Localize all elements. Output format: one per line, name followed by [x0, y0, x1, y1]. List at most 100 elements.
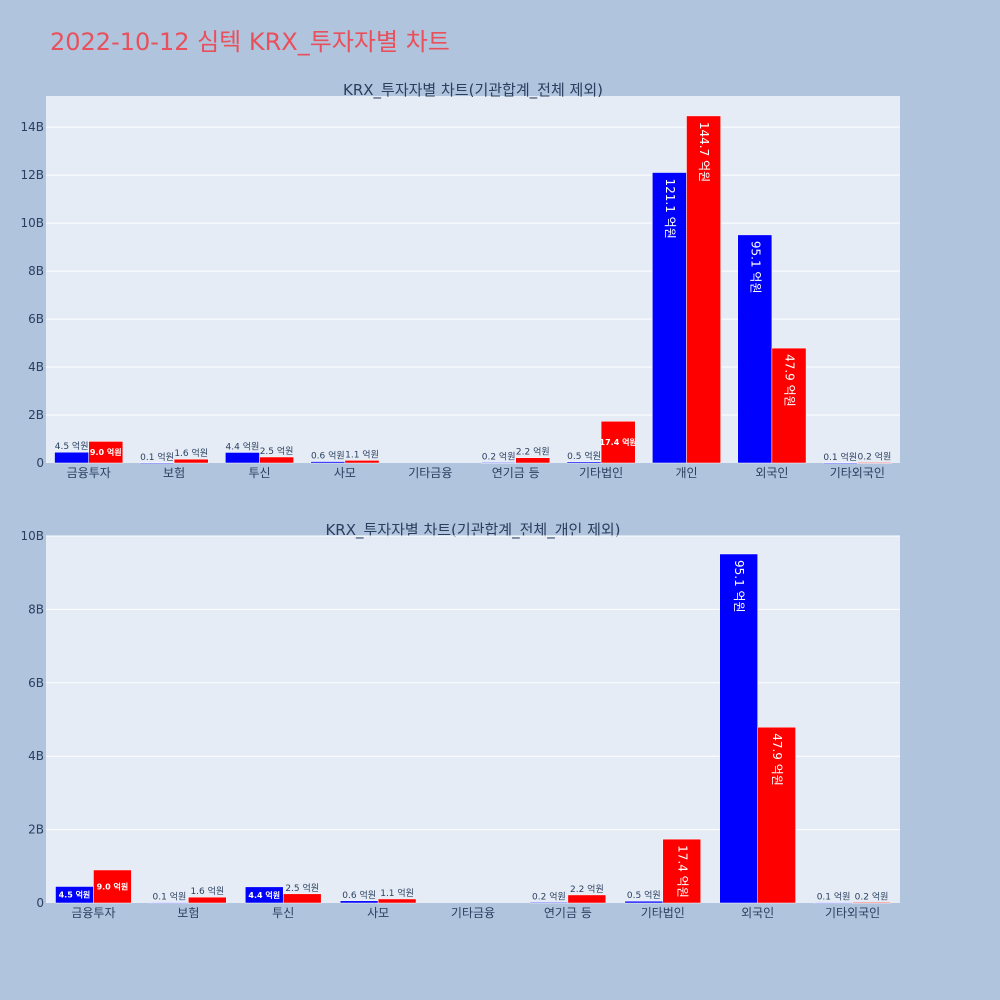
chart-0-xtick-label: 사모	[334, 466, 356, 480]
chart-0-ytick-label: 8B	[28, 264, 44, 278]
chart-1-xtick-label: 기타법인	[641, 906, 685, 920]
chart-1-bar	[757, 726, 796, 904]
chart-0-data-label: 95.1 억원	[748, 241, 762, 294]
chart-1-ytick-label: 2B	[28, 823, 44, 837]
chart-1-bar	[814, 902, 853, 904]
chart-1-bar	[282, 893, 322, 904]
chart-0-data-label: 0.2 억원	[482, 451, 516, 463]
chart-1-xtick-label: 보험	[177, 906, 199, 920]
chart-0-data-label: 2.2 억원	[516, 446, 550, 458]
chart-1-data-label: 95.1 억원	[732, 560, 746, 613]
chart-0-ytick-label: 2B	[28, 408, 44, 422]
chart-0-bar	[771, 347, 807, 464]
chart-1-ytick-label: 8B	[28, 602, 44, 616]
chart-0-xtick-label: 기타금융	[408, 466, 452, 480]
chart-0-data-label: 1.1 억원	[345, 448, 379, 460]
chart-1-bar	[567, 894, 607, 904]
chart-1-data-label: 0.5 억원	[627, 889, 661, 901]
chart-1-ytick-label: 4B	[28, 749, 44, 763]
chart-0-xtick-label: 보험	[163, 466, 185, 480]
chart-1-bar	[188, 896, 227, 904]
page-title: 2022-10-12 심텍 KRX_투자자별 차트	[50, 28, 450, 56]
chart-1-xtick-label: 기타금융	[451, 906, 495, 920]
chart-0-bar	[515, 457, 551, 464]
chart-0-bar	[259, 456, 294, 464]
chart-0-bar	[344, 460, 380, 464]
chart-0-xtick-label: 기타법인	[579, 466, 623, 480]
chart-1-bar	[150, 902, 189, 904]
chart-0-bar	[822, 462, 858, 464]
chart-0-bar	[173, 458, 209, 464]
chart-1-data-label: 2.2 억원	[570, 883, 604, 895]
chart-1-title: KRX_투자자별 차트(기관합계_전체_개인 제외)	[325, 521, 620, 540]
chart-0-bar	[737, 234, 773, 464]
chart-1-data-label: 47.9 억원	[770, 733, 784, 786]
chart-0-xtick-label: 개인	[675, 466, 697, 480]
chart-0-data-label: 0.6 억원	[311, 450, 345, 462]
chart-0-bar	[857, 462, 892, 464]
chart-1-data-label: 17.4 억원	[675, 845, 689, 898]
chart-1-data-label: 9.0 억원	[97, 881, 129, 891]
chart-1-data-label: 2.5 억원	[285, 882, 319, 894]
chart-1-xtick-label: 연기금 등	[544, 906, 592, 920]
chart-1-data-label: 0.1 억원	[152, 891, 186, 903]
chart-0-bar	[54, 451, 89, 464]
chart-1-data-label: 1.6 억원	[190, 885, 224, 897]
chart-1-xtick-label: 투신	[272, 906, 294, 920]
chart-1-bar	[662, 838, 701, 904]
chart-1-ytick-label: 10B	[20, 529, 44, 543]
chart-1-data-label: 1.1 억원	[380, 887, 414, 899]
chart-1-bar	[339, 900, 379, 904]
chart-0-data-label: 4.5 억원	[55, 440, 89, 452]
chart-0-xtick-label: 외국인	[755, 466, 788, 480]
chart-0-data-label: 1.6 억원	[174, 447, 208, 459]
chart-1-bar	[852, 902, 891, 904]
chart-0-data-label: 0.2 억원	[858, 451, 892, 463]
chart-1-xtick-label: 사모	[367, 906, 389, 920]
chart-0-bar	[139, 462, 175, 464]
chart-1-ytick-label: 0	[36, 896, 44, 910]
chart-0-data-label: 0.5 억원	[567, 450, 601, 462]
chart-1-bar	[93, 869, 132, 904]
chart-0-data-label: 0.1 억원	[823, 451, 857, 463]
chart-1-data-label: 0.2 억원	[855, 890, 889, 902]
chart-0-bar	[88, 441, 124, 464]
chart-0-bar	[566, 461, 602, 464]
chart-1-data-label: 0.6 억원	[342, 889, 376, 901]
chart-0-ytick-label: 14B	[20, 120, 44, 134]
chart-0-bar	[652, 172, 687, 464]
chart-0-bar	[600, 421, 636, 464]
chart-1-data-label: 4.5 억원	[59, 890, 91, 900]
chart-1-data-label: 4.4 억원	[248, 890, 280, 900]
chart-1-bar	[529, 902, 569, 904]
chart-0-ytick-label: 10B	[20, 216, 44, 230]
chart-0-bar	[225, 452, 260, 464]
chart-1-bar	[377, 898, 417, 904]
chart-0-data-label: 121.1 억원	[663, 179, 677, 239]
chart-0-ytick-label: 0	[36, 456, 44, 470]
chart-0-ytick-label: 4B	[28, 360, 44, 374]
chart-0-data-label: 4.4 억원	[226, 440, 260, 452]
chart-0-data-label: 17.4 억원	[600, 437, 637, 447]
chart-1-xtick-label: 외국인	[741, 906, 774, 920]
chart-0-data-label: 144.7 억원	[697, 122, 711, 182]
chart-0-ytick-label: 6B	[28, 312, 44, 326]
chart-0-xtick-label: 연기금 등	[492, 466, 540, 480]
chart-0-bar	[481, 462, 516, 464]
chart-1-data-label: 0.1 억원	[817, 891, 851, 903]
chart-0-bar	[686, 115, 721, 464]
chart-0-xtick-label: 금융투자	[67, 466, 111, 480]
chart-0-title: KRX_투자자별 차트(기관합계_전체 제외)	[343, 81, 603, 100]
chart-0-bar	[310, 461, 346, 464]
chart-1-ytick-label: 6B	[28, 676, 44, 690]
chart-1-bar	[719, 553, 758, 904]
chart-0-data-label: 47.9 억원	[782, 354, 796, 407]
chart-0-data-label: 0.1 억원	[140, 451, 174, 463]
chart-1-data-label: 0.2 억원	[532, 890, 566, 902]
chart-0-xtick-label: 기타외국인	[830, 466, 885, 480]
chart-0-ytick-label: 12B	[20, 168, 44, 182]
chart-0-xtick-label: 투신	[248, 466, 270, 480]
chart-0-data-label: 9.0 억원	[90, 447, 122, 457]
chart-1-xtick-label: 금융투자	[71, 906, 115, 920]
